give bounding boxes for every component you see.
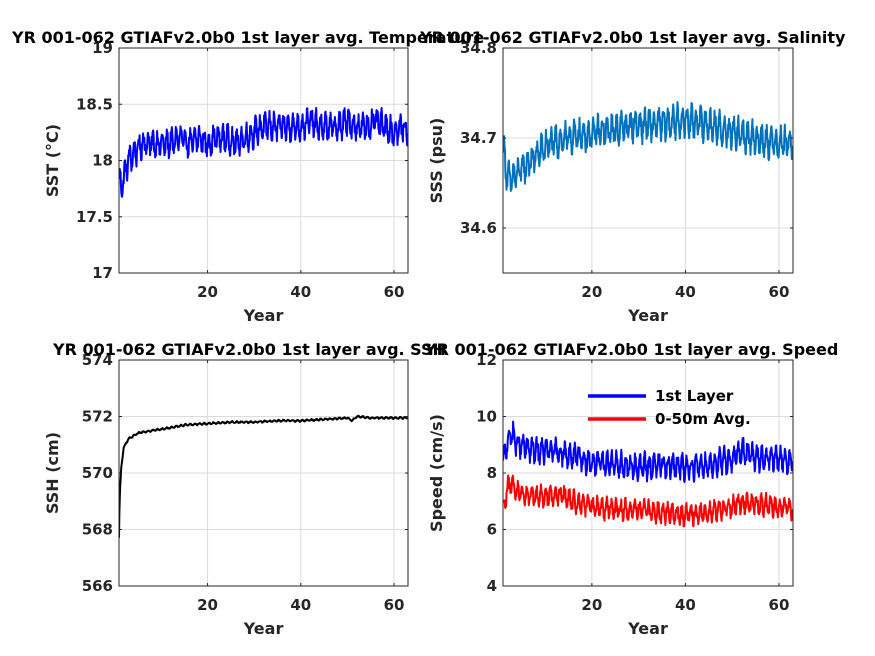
- x-tick-label: 60: [384, 596, 405, 614]
- y-tick-label: 19: [92, 39, 113, 57]
- x-tick-label: 20: [197, 283, 218, 301]
- chart-panel-1: 20 40 60 17 17.5 18 18.5 19 Year SST (°C) YR 001-0…: [11, 28, 484, 325]
- y-tick-label: 12: [476, 351, 497, 369]
- y-tick-label: 568: [82, 521, 113, 539]
- axes-box: [502, 47, 794, 274]
- y-tick-label: 6: [487, 521, 497, 539]
- y-tick-label: 34.7: [460, 129, 497, 147]
- x-tick-label: 40: [290, 283, 311, 301]
- y-axis-label: SSH (cm): [43, 432, 62, 514]
- chart-title: YR 001-062 GTIAFv2.0b0 1st layer avg. SS…: [52, 340, 446, 359]
- legend-label: 0-50m Avg.: [655, 410, 751, 428]
- series-line-1: [119, 107, 408, 198]
- series-line-1: [119, 414, 408, 538]
- x-tick-label: 40: [290, 596, 311, 614]
- chart-panel-4: 20 40 60 4 6 8 10 12 Year Speed (cm/s) YR 001-062 …: [424, 340, 838, 638]
- y-tick-label: 18.5: [76, 95, 113, 113]
- x-tick-label: 40: [675, 283, 696, 301]
- y-tick-label: 17: [92, 264, 113, 282]
- x-tick-label: 60: [769, 283, 790, 301]
- chart-panel-2: 20 40 60 34.6 34.7 34.8 Year SSS (psu) YR 001-06…: [419, 28, 846, 325]
- y-axis-label: Speed (cm/s): [427, 414, 446, 532]
- y-tick-label: 566: [82, 577, 113, 595]
- x-axis-label: Year: [627, 306, 668, 325]
- series-line-2: [503, 474, 793, 528]
- series-line-1: [503, 101, 793, 192]
- y-axis-label: SST (°C): [43, 124, 62, 197]
- x-tick-label: 40: [675, 596, 696, 614]
- y-tick-label: 34.6: [460, 219, 497, 237]
- y-tick-label: 34.8: [460, 39, 497, 57]
- chart-title: YR 001-062 GTIAFv2.0b0 1st layer avg. Te…: [11, 28, 484, 47]
- y-tick-label: 17.5: [76, 208, 113, 226]
- legend: 1st Layer 0-50m Avg.: [588, 387, 751, 428]
- x-tick-label: 60: [769, 596, 790, 614]
- y-tick-label: 570: [82, 464, 113, 482]
- chart-panel-3: 20 40 60 566 568 570 572 574 Year SSH (cm) YR 001-…: [43, 340, 446, 638]
- y-tick-label: 10: [476, 408, 497, 426]
- x-tick-label: 20: [197, 596, 218, 614]
- x-tick-label: 60: [384, 283, 405, 301]
- legend-label: 1st Layer: [655, 387, 734, 405]
- chart-title: YR 001-062 GTIAFv2.0b0 1st layer avg. Sa…: [419, 28, 846, 47]
- y-tick-label: 4: [487, 577, 497, 595]
- x-tick-label: 20: [581, 283, 602, 301]
- x-tick-label: 20: [581, 596, 602, 614]
- y-tick-label: 574: [82, 351, 113, 369]
- y-tick-label: 18: [92, 152, 113, 170]
- y-tick-label: 8: [487, 464, 497, 482]
- y-axis-label: SSS (psu): [427, 118, 446, 204]
- y-tick-label: 572: [82, 408, 113, 426]
- plot-area: [503, 48, 793, 273]
- chart-title: YR 001-062 GTIAFv2.0b0 1st layer avg. Sp…: [424, 340, 838, 359]
- x-axis-label: Year: [627, 619, 668, 638]
- x-axis-label: Year: [243, 619, 284, 638]
- series-line-1: [503, 420, 793, 483]
- x-axis-label: Year: [243, 306, 284, 325]
